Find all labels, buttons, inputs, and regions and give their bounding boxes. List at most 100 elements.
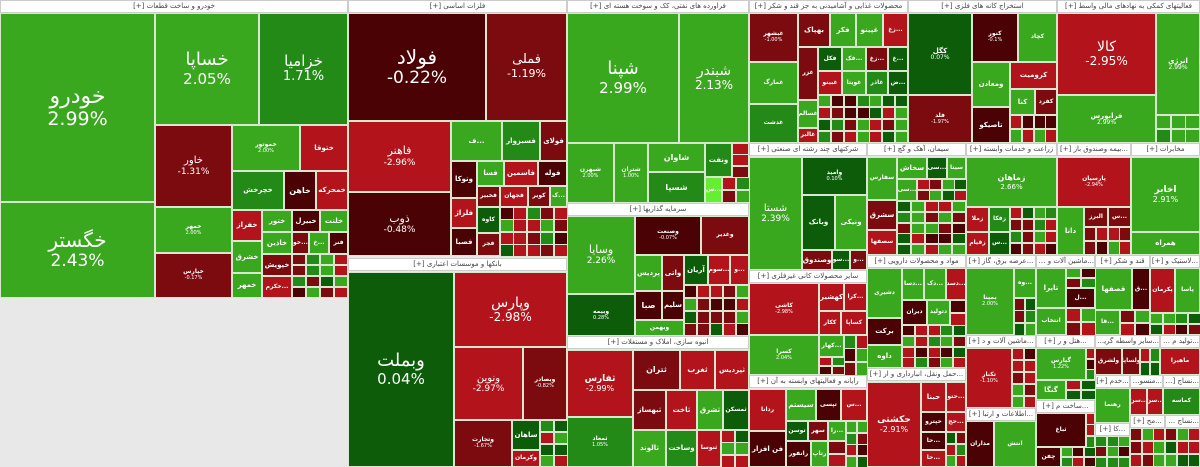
- stock-tile[interactable]: ...دک: [924, 268, 946, 300]
- small-stock-tile[interactable]: [869, 119, 882, 131]
- stock-tile[interactable]: وکرمان: [512, 450, 540, 467]
- small-stock-tile[interactable]: [513, 219, 527, 232]
- small-stock-tile[interactable]: [1140, 348, 1150, 362]
- stock-tile[interactable]: انتخاب: [1036, 308, 1066, 335]
- small-stock-tile[interactable]: [1066, 268, 1081, 278]
- sector-header[interactable]: ...تولید م [+]: [1160, 335, 1200, 348]
- stock-tile[interactable]: تپسی: [816, 389, 841, 421]
- small-stock-tile[interactable]: [1156, 115, 1171, 129]
- stock-tile[interactable]: ...س: [841, 389, 867, 421]
- stock-tile[interactable]: ...ض: [888, 71, 908, 95]
- sector-header[interactable]: ...خدم [+]: [1095, 375, 1130, 388]
- stock-tile[interactable]: صبا: [635, 291, 662, 320]
- stock-tile[interactable]: ...خکرم: [262, 276, 292, 298]
- small-stock-tile[interactable]: [1010, 243, 1022, 255]
- stock-tile[interactable]: ...ل: [1066, 288, 1095, 308]
- stock-tile[interactable]: کاوه: [477, 207, 500, 233]
- stock-tile[interactable]: ذوب -0.48%: [348, 192, 451, 256]
- stock-tile[interactable]: وصنعت -0.07%: [635, 216, 701, 255]
- sector-header[interactable]: فراورده های نفتی، کک و سوخت هسته ای [+]: [567, 0, 749, 13]
- small-stock-tile[interactable]: [818, 119, 831, 131]
- stock-tile[interactable]: تکنار -1.10%: [966, 348, 1012, 408]
- small-stock-tile[interactable]: [1024, 396, 1036, 408]
- small-stock-tile[interactable]: [915, 357, 928, 368]
- small-stock-tile[interactable]: [938, 244, 952, 255]
- stock-tile[interactable]: ونیکی: [835, 195, 867, 250]
- small-stock-tile[interactable]: [897, 201, 911, 212]
- small-stock-tile[interactable]: [895, 107, 908, 119]
- small-stock-tile[interactable]: [895, 131, 908, 143]
- stock-tile[interactable]: وبهمن: [635, 320, 684, 336]
- small-stock-tile[interactable]: [1012, 372, 1024, 384]
- stock-tile[interactable]: خگستر 2.43%: [0, 202, 155, 298]
- small-stock-tile[interactable]: [1175, 313, 1188, 324]
- small-stock-tile[interactable]: [697, 298, 710, 311]
- small-stock-tile[interactable]: [1022, 243, 1034, 255]
- small-stock-tile[interactable]: [723, 285, 736, 298]
- small-stock-tile[interactable]: [925, 201, 939, 212]
- stock-tile[interactable]: ...سن: [1147, 388, 1163, 415]
- sector-header[interactable]: ...نساج [+]: [1165, 415, 1200, 428]
- small-stock-tile[interactable]: [1150, 313, 1163, 324]
- small-stock-tile[interactable]: [1081, 322, 1096, 336]
- small-stock-tile[interactable]: [1081, 380, 1096, 390]
- sector-header[interactable]: ...عرضه برق، گاز [+]: [966, 255, 1036, 268]
- small-stock-tile[interactable]: [540, 455, 554, 467]
- stock-tile[interactable]: خزامیا 1.71%: [259, 13, 348, 125]
- small-stock-tile[interactable]: [1010, 115, 1022, 129]
- stock-tile[interactable]: غپینو: [856, 13, 883, 47]
- small-stock-tile[interactable]: [1135, 310, 1150, 323]
- small-stock-tile[interactable]: [500, 244, 514, 257]
- sector-header[interactable]: ...هتل و ر [+]: [1036, 335, 1095, 348]
- small-stock-tile[interactable]: [929, 179, 942, 190]
- small-stock-tile[interactable]: [1150, 348, 1160, 362]
- small-stock-tile[interactable]: [844, 348, 856, 362]
- small-stock-tile[interactable]: [818, 131, 831, 143]
- sector-header[interactable]: ...ماشین آلات و د [+]: [966, 335, 1036, 348]
- small-stock-tile[interactable]: [1140, 362, 1150, 376]
- stock-tile[interactable]: ثغرب: [680, 350, 715, 390]
- small-stock-tile[interactable]: [952, 212, 966, 223]
- stock-tile[interactable]: پردیس: [635, 255, 662, 291]
- stock-tile[interactable]: ثمعاد 1.05%: [567, 417, 633, 467]
- small-stock-tile[interactable]: [1118, 457, 1130, 467]
- small-stock-tile[interactable]: [1012, 348, 1024, 360]
- small-stock-tile[interactable]: [1150, 324, 1163, 335]
- stock-tile[interactable]: ...قا: [1095, 310, 1120, 335]
- small-stock-tile[interactable]: [1045, 207, 1057, 219]
- small-stock-tile[interactable]: [554, 219, 568, 232]
- stock-tile[interactable]: ...فک: [842, 47, 866, 71]
- small-stock-tile[interactable]: [915, 325, 928, 336]
- stock-tile[interactable]: ختور: [262, 210, 292, 232]
- stock-tile[interactable]: فلزاژ: [451, 198, 477, 228]
- small-stock-tile[interactable]: [306, 276, 320, 287]
- stock-tile[interactable]: شسپا: [648, 172, 705, 203]
- small-stock-tile[interactable]: [956, 455, 966, 467]
- stock-tile[interactable]: انرژی 2.99%: [1156, 13, 1200, 115]
- small-stock-tile[interactable]: [697, 323, 710, 336]
- stock-tile[interactable]: فن افزار: [749, 431, 786, 467]
- small-stock-tile[interactable]: [938, 212, 952, 223]
- small-stock-tile[interactable]: [1010, 219, 1022, 231]
- small-stock-tile[interactable]: [882, 119, 895, 131]
- small-stock-tile[interactable]: [736, 190, 750, 203]
- stock-tile[interactable]: حپترو: [921, 412, 946, 432]
- small-stock-tile[interactable]: [1081, 268, 1096, 278]
- small-stock-tile[interactable]: [684, 298, 697, 311]
- sector-header[interactable]: ...منسو [+]: [1130, 375, 1163, 388]
- stock-tile[interactable]: ...ک: [550, 186, 567, 207]
- stock-tile[interactable]: ...غ: [888, 47, 908, 71]
- stock-tile[interactable]: خپارس -0.17%: [155, 253, 232, 298]
- sector-header[interactable]: ...حمل ونقل، انبارداری و ار [+]: [867, 368, 966, 381]
- stock-tile[interactable]: غبشهر -1.00%: [749, 13, 798, 62]
- small-stock-tile[interactable]: [1014, 310, 1025, 323]
- stock-tile[interactable]: زقیام: [966, 232, 989, 255]
- small-stock-tile[interactable]: [953, 357, 966, 368]
- small-stock-tile[interactable]: [925, 212, 939, 223]
- small-stock-tile[interactable]: [554, 244, 568, 257]
- stock-tile[interactable]: وپارس -2.98%: [454, 272, 567, 347]
- small-stock-tile[interactable]: [1024, 384, 1036, 396]
- small-stock-tile[interactable]: [1022, 129, 1034, 143]
- small-stock-tile[interactable]: [513, 244, 527, 257]
- stock-tile[interactable]: ...وه: [1014, 268, 1036, 298]
